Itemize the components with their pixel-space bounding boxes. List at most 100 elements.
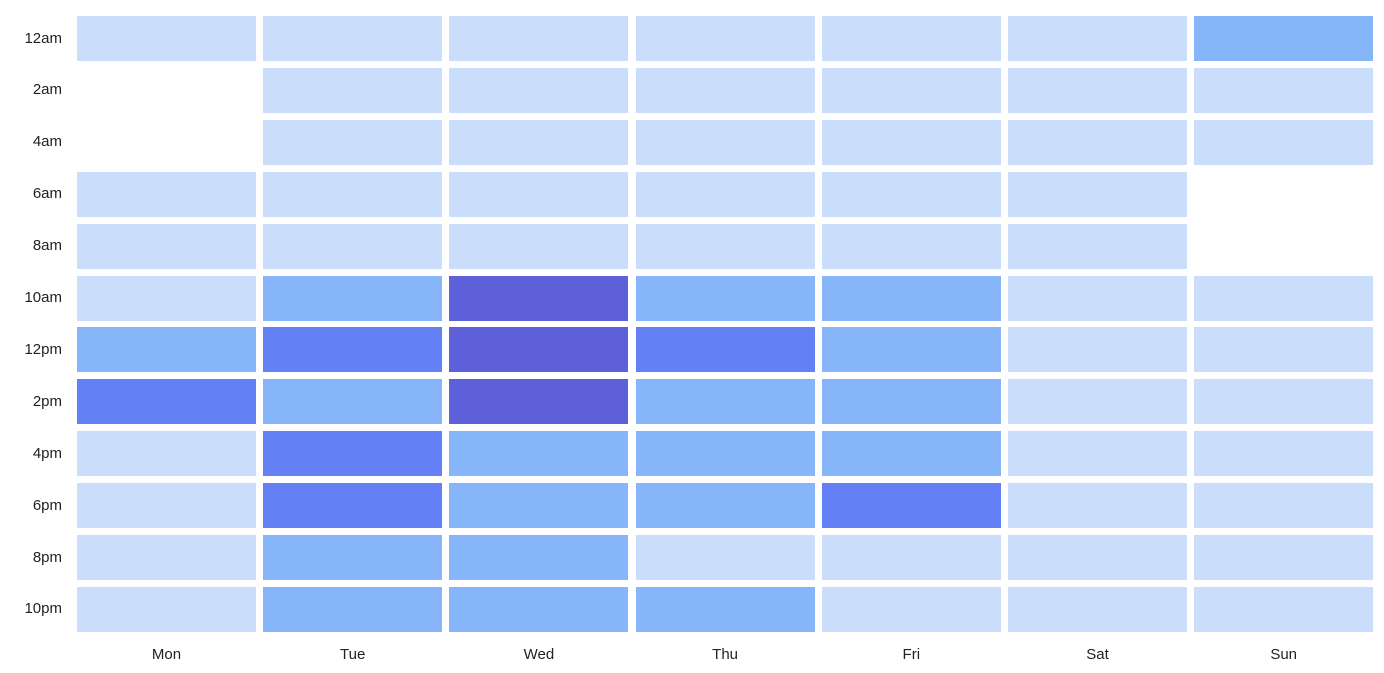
heatmap-cell <box>263 586 443 632</box>
y-tick-label: 6pm <box>32 496 62 514</box>
x-tick-label: Thu <box>712 646 739 663</box>
heatmap-cell <box>1008 171 1187 217</box>
heatmap-cell <box>821 223 1001 269</box>
heatmap-cell <box>449 586 629 632</box>
heatmap-cell <box>1008 119 1187 165</box>
heatmap-cell <box>1008 275 1187 321</box>
y-tick-label: 12am <box>24 29 62 47</box>
heatmap-cell <box>77 223 256 269</box>
heatmap-cell <box>77 327 256 373</box>
heatmap-cell <box>449 431 629 477</box>
heatmap-cell <box>449 483 629 529</box>
heatmap-cell <box>821 586 1001 632</box>
heatmap-cell <box>449 223 629 269</box>
heatmap-cell <box>1194 171 1374 217</box>
heatmap-cell <box>1008 223 1187 269</box>
heatmap-cell <box>77 275 256 321</box>
heatmap-cell <box>1008 16 1187 61</box>
heatmap-cell <box>635 431 815 477</box>
heatmap-cell <box>77 431 256 477</box>
heatmap-cell <box>263 275 443 321</box>
heatmap-cell <box>77 171 256 217</box>
y-tick-label: 2pm <box>32 392 62 410</box>
heatmap-cell <box>263 431 443 477</box>
heatmap-cell <box>263 223 443 269</box>
heatmap-cell <box>1194 379 1374 425</box>
y-tick-label: 4am <box>32 133 62 151</box>
heatmap-cell <box>263 16 443 61</box>
heatmap-cell <box>635 327 815 373</box>
heatmap-cell <box>821 275 1001 321</box>
heatmap-cell <box>449 275 629 321</box>
heatmap-cell <box>635 119 815 165</box>
heatmap-cell <box>263 67 443 113</box>
heatmap-cell <box>1008 586 1187 632</box>
heatmap-cell <box>635 483 815 529</box>
heatmap-cell <box>449 535 629 580</box>
x-tick-label: Mon <box>151 646 182 663</box>
heatmap-cell <box>77 67 256 113</box>
y-tick-label: 4pm <box>32 444 62 462</box>
heatmap-cell <box>263 327 443 373</box>
heatmap-cell <box>821 535 1001 580</box>
heatmap-cell <box>77 119 256 165</box>
heatmap-cell <box>1194 431 1374 477</box>
x-tick-label: Wed <box>523 646 555 663</box>
heatmap-cell <box>635 535 815 580</box>
heatmap-cell <box>1194 535 1374 580</box>
heatmap-cell <box>77 483 256 529</box>
heatmap-cell <box>263 535 443 580</box>
y-tick-label: 2am <box>32 81 62 99</box>
x-tick-label: Sat <box>1086 646 1109 663</box>
heatmap-cell <box>1194 327 1374 373</box>
heatmap-cell <box>1194 16 1374 61</box>
heatmap-cell <box>1194 67 1374 113</box>
heatmap-cell <box>635 171 815 217</box>
heatmap-cell <box>821 16 1001 61</box>
heatmap-cell <box>449 119 629 165</box>
heatmap-cell <box>449 67 629 113</box>
heatmap-cell <box>263 119 443 165</box>
heatmap-cell <box>1008 327 1187 373</box>
heatmap-cell <box>1008 379 1187 425</box>
y-tick-label: 8pm <box>32 548 62 566</box>
heatmap-cell <box>449 379 629 425</box>
y-tick-label: 10pm <box>24 600 62 618</box>
heatmap-cell <box>635 586 815 632</box>
heatmap-cell <box>1194 586 1374 632</box>
heatmap-cell <box>1194 119 1374 165</box>
y-tick-label: 10am <box>24 289 62 306</box>
heatmap-cell <box>77 379 256 425</box>
y-tick-label: 6am <box>32 185 62 203</box>
heatmap-cell <box>263 379 443 425</box>
heatmap-cell <box>635 275 815 321</box>
heatmap-cell <box>821 431 1001 477</box>
heatmap-cell <box>263 483 443 529</box>
heatmap-cell <box>635 379 815 425</box>
heatmap-cell <box>77 16 256 61</box>
heatmap-cell <box>635 67 815 113</box>
heatmap-cell <box>77 586 256 632</box>
heatmap-cell <box>1008 535 1187 580</box>
heatmap-cell <box>1008 431 1187 477</box>
heatmap-cell <box>821 483 1001 529</box>
heatmap-cell <box>449 171 629 217</box>
heatmap-cell <box>821 327 1001 373</box>
y-tick-label: 12pm <box>24 340 62 358</box>
heatmap-cell <box>1008 67 1187 113</box>
heatmap-cell <box>821 67 1001 113</box>
heatmap-cell <box>1008 483 1187 529</box>
heatmap-cell <box>635 16 815 61</box>
heatmap-cell <box>77 535 256 580</box>
heatmap-cell <box>1194 223 1374 269</box>
heatmap-cell <box>263 171 443 217</box>
heatmap-cell <box>1194 483 1374 529</box>
x-tick-label: Sun <box>1270 646 1298 663</box>
x-tick-label: Fri <box>902 646 921 663</box>
heatmap-cell <box>1194 275 1374 321</box>
heatmap-cell <box>449 327 629 373</box>
x-tick-label: Tue <box>340 646 366 663</box>
y-tick-label: 8am <box>32 237 62 255</box>
heatmap-cell <box>821 379 1001 425</box>
